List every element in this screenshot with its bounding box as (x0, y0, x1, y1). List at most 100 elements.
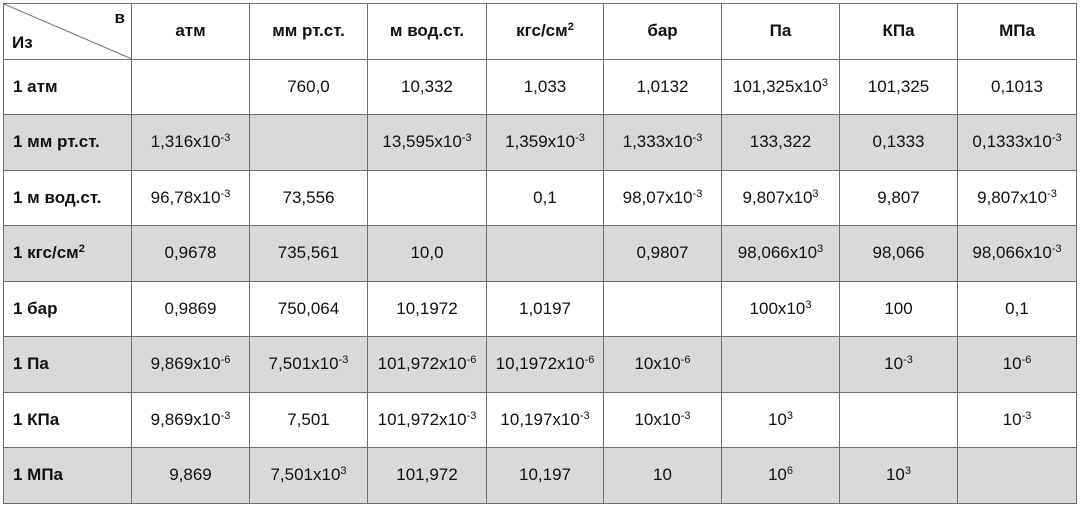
cell-text: Па (769, 21, 792, 41)
column-header: бар (603, 3, 722, 60)
column-header: мм рт.ст. (249, 3, 368, 60)
table-cell: 103 (839, 447, 958, 504)
cell-text: 0,1 (533, 187, 557, 207)
cell-text: 1,0197 (519, 298, 571, 318)
cell-text: атм (175, 21, 206, 41)
cell-text: 1 кгс/см (13, 243, 79, 263)
cell-text: 98,066x10 (972, 243, 1052, 263)
table-cell (721, 336, 840, 393)
table-cell: 101,325x103 (721, 58, 840, 115)
cell-text: 1 м вод.ст. (13, 187, 102, 207)
column-header: МПа (957, 3, 1077, 60)
column-header: КПа (839, 3, 958, 60)
cell-text: 1 Па (13, 354, 49, 374)
cell-text: 101,972x10 (377, 354, 467, 374)
column-header: м вод.ст. (367, 3, 487, 60)
table-cell (957, 447, 1077, 504)
table-cell: 10x10-6 (603, 336, 722, 393)
cell-text: 10 (1002, 409, 1022, 429)
cell-text: 0,9678 (164, 243, 217, 263)
cell-text: 750,064 (277, 298, 340, 318)
cell-text: 10 (885, 465, 905, 485)
cell-text: 10x10 (634, 409, 681, 429)
cell-text: 101,325 (867, 76, 930, 96)
table-cell: 10 (603, 447, 722, 504)
cell-exponent: 3 (786, 409, 794, 422)
table-cell: 9,869 (131, 447, 250, 504)
cell-text: 101,325x10 (733, 76, 822, 96)
table-cell: 10,332 (367, 58, 487, 115)
cell-text: 10x10 (634, 354, 681, 374)
table-cell (367, 169, 487, 226)
cell-text: 1 КПа (13, 409, 60, 429)
table-row: 1 кгс/см2 0,9678 735,561 10,0 0,9807 98,066x1… (3, 225, 1077, 282)
cell-text: 100 (884, 298, 913, 318)
table-cell: 13,595x10-3 (367, 114, 487, 171)
cell-text: бар (647, 21, 678, 41)
column-header: атм (131, 3, 250, 60)
cell-exponent: 3 (817, 243, 824, 256)
cell-text: 9,807 (877, 187, 920, 207)
table-cell: 10-3 (839, 336, 958, 393)
cell-text: 10 (767, 409, 787, 429)
cell-text: 735,561 (277, 243, 340, 263)
cell-exponent: -3 (1051, 243, 1062, 256)
row-header: 1 атм (3, 58, 132, 115)
table-cell: 7,501x10-3 (249, 336, 368, 393)
table-cell: 0,1333 (839, 114, 958, 171)
cell-text: МПа (999, 21, 1035, 41)
cell-exponent: -3 (1021, 409, 1032, 422)
cell-text: 101,972 (396, 465, 458, 485)
table-cell: 0,1013 (957, 58, 1077, 115)
table-cell: 1,0132 (603, 58, 722, 115)
table-row: 1 МПа 9,869 7,501x103 101,972 10,197 10 106 103 (3, 447, 1077, 504)
cell-exponent: -3 (575, 132, 585, 145)
cell-exponent: -3 (903, 354, 913, 367)
cell-text: 100x10 (749, 298, 806, 318)
table-cell: 0,1 (486, 169, 604, 226)
cell-text: 10,332 (401, 76, 453, 96)
cell-text: 1,0132 (636, 76, 689, 96)
row-header: 1 КПа (3, 391, 132, 448)
table-cell: 9,807x10-3 (957, 169, 1077, 226)
cell-text: 9,869x10 (150, 354, 221, 374)
diagonal (4, 4, 131, 59)
cell-exponent: -3 (338, 354, 349, 367)
cell-text: 0,9807 (636, 243, 689, 263)
table-row: 1 м вод.ст. 96,78x10-3 73,556 0,1 98,07x10-3… (3, 169, 1077, 226)
table-cell: 101,972 (367, 447, 487, 504)
cell-exponent: 3 (340, 465, 347, 478)
cell-text: 101,972x10 (377, 409, 467, 429)
row-header: 1 кгс/см2 (3, 225, 132, 282)
table-cell: 9,807 (839, 169, 958, 226)
table-cell: 1,033 (486, 58, 604, 115)
table-cell: 98,066x103 (721, 225, 840, 282)
cell-text: 10,197 (519, 465, 571, 485)
table-cell: 10,1972x10-6 (486, 336, 604, 393)
cell-text: 9,807x10 (742, 187, 813, 207)
cell-exponent: 2 (78, 243, 85, 256)
cell-text: 0,1333 (872, 132, 925, 152)
cell-exponent: -3 (1051, 132, 1062, 145)
cell-exponent: -3 (680, 409, 691, 422)
table-cell: 0,9807 (603, 225, 722, 282)
table-cell: 1,333x10-3 (603, 114, 722, 171)
table-cell: 7,501 (249, 391, 368, 448)
conversion-table: в Из атм мм рт.ст. м вод.ст. кгс/см2 бар Па КП… (3, 3, 1077, 504)
cell-text: 760,0 (287, 76, 330, 96)
table-cell: 10-3 (957, 391, 1077, 448)
cell-text: 98,07x10 (622, 187, 693, 207)
table-cell: 9,869x10-3 (131, 391, 250, 448)
row-header: 1 мм рт.ст. (3, 114, 132, 171)
corner-to: в (114, 8, 125, 27)
table-cell: 10,197 (486, 447, 604, 504)
table-cell: 10,0 (367, 225, 487, 282)
cell-exponent: 2 (567, 21, 574, 34)
header-row: в Из атм мм рт.ст. м вод.ст. кгс/см2 бар Па КП… (3, 3, 1077, 60)
cell-text: м вод.ст. (389, 21, 465, 41)
cell-exponent: 3 (904, 465, 912, 478)
table-cell (839, 391, 958, 448)
cell-exponent: 3 (805, 298, 812, 311)
cell-text: 0,9869 (164, 298, 217, 318)
